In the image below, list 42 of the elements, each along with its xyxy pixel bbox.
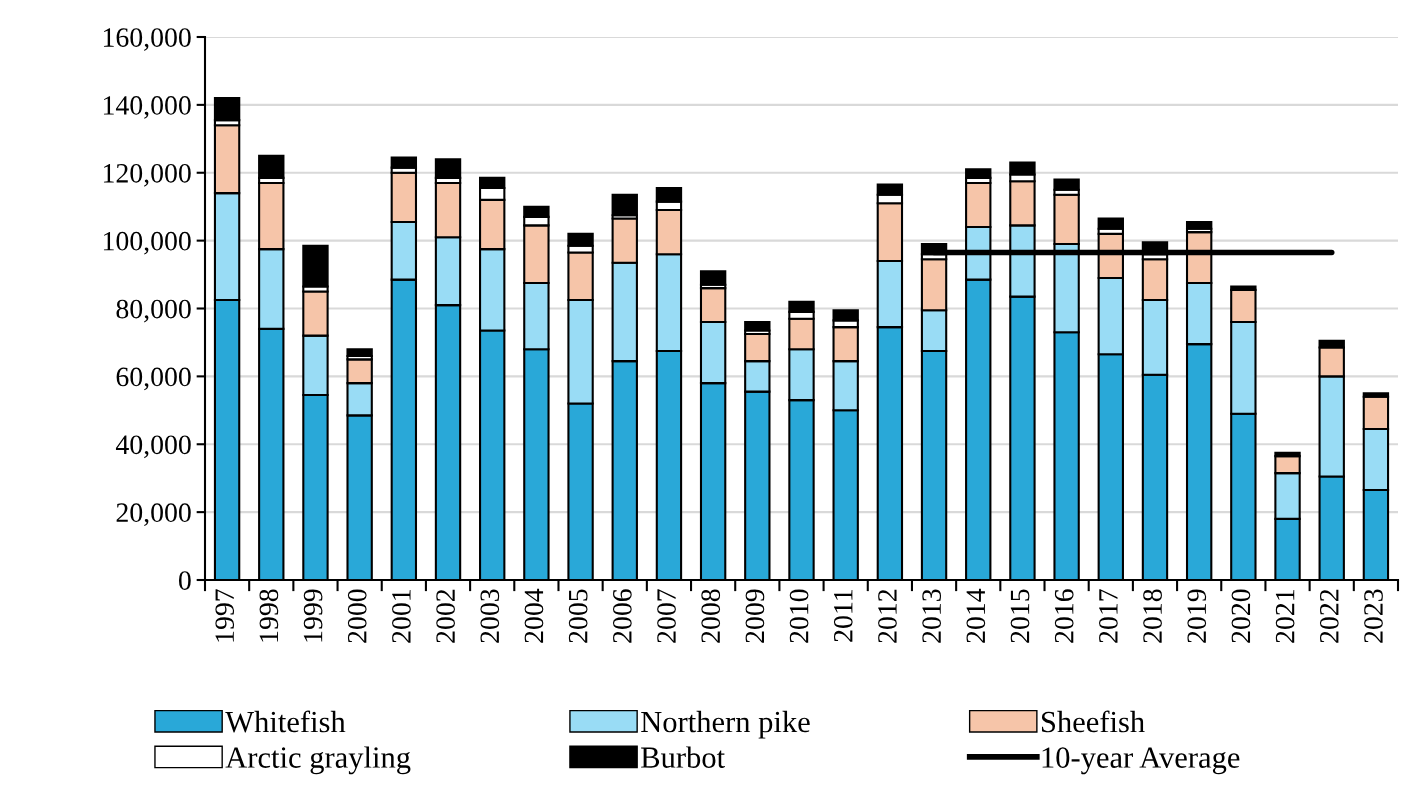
x-tick-label: 2013	[922, 589, 942, 643]
x-tick-label: 2004	[524, 588, 544, 643]
y-tick-label: 120,000	[103, 163, 191, 187]
x-tick-label: 2007	[657, 589, 676, 643]
x-tick-label: 2005	[568, 589, 588, 643]
y-tick-label: 80,000	[116, 299, 191, 323]
x-tick-label: 2001	[392, 590, 411, 643]
legend-label: 10-year Average	[1042, 747, 1240, 775]
y-tick-label: 160,000	[103, 28, 191, 51]
x-tick-label: 2014	[966, 588, 986, 643]
y-tick-label: 140,000	[103, 96, 191, 119]
x-tick-label: 2022	[1319, 589, 1339, 643]
x-tick-label: 2015	[1010, 589, 1030, 643]
x-tick-label: 2017	[1099, 589, 1118, 643]
legend-label: Northern pike	[641, 710, 810, 739]
x-tick-label: 2011	[833, 590, 853, 642]
x-tick-label: 2021	[1275, 590, 1295, 643]
x-tick-label: 2003	[480, 589, 500, 643]
y-tick-label: 100,000	[103, 231, 191, 255]
x-tick-label: 2008	[701, 589, 721, 643]
x-tick-label: 1997	[215, 589, 235, 642]
x-tick-label: 2016	[1054, 589, 1074, 643]
x-tick-label: 1998	[259, 589, 279, 642]
legend-label: Whitefish	[225, 710, 346, 733]
y-tick-label: 60,000	[116, 367, 191, 391]
y-tick-label: 40,000	[115, 435, 191, 459]
x-tick-label: 2020	[1231, 589, 1251, 643]
x-tick-label: 2023	[1364, 589, 1383, 643]
x-tick-label: 2006	[612, 589, 632, 643]
legend-label: Arctic grayling	[225, 746, 411, 775]
y-tick-label: 0	[178, 571, 191, 590]
x-tick-label: 2009	[745, 589, 765, 643]
legend-label: Sheefish	[1041, 710, 1145, 733]
x-tick-label: 2019	[1187, 589, 1207, 643]
x-tick-label: 2012	[878, 589, 897, 643]
x-tick-label: 1999	[303, 589, 323, 642]
x-tick-label: 2018	[1143, 589, 1162, 643]
x-tick-label: 2002	[436, 589, 455, 643]
x-tick-label: 2000	[347, 589, 367, 643]
x-tick-label: 2010	[789, 589, 809, 643]
legend-label: Burbot	[641, 746, 725, 768]
y-tick-label: 20,000	[116, 503, 191, 527]
